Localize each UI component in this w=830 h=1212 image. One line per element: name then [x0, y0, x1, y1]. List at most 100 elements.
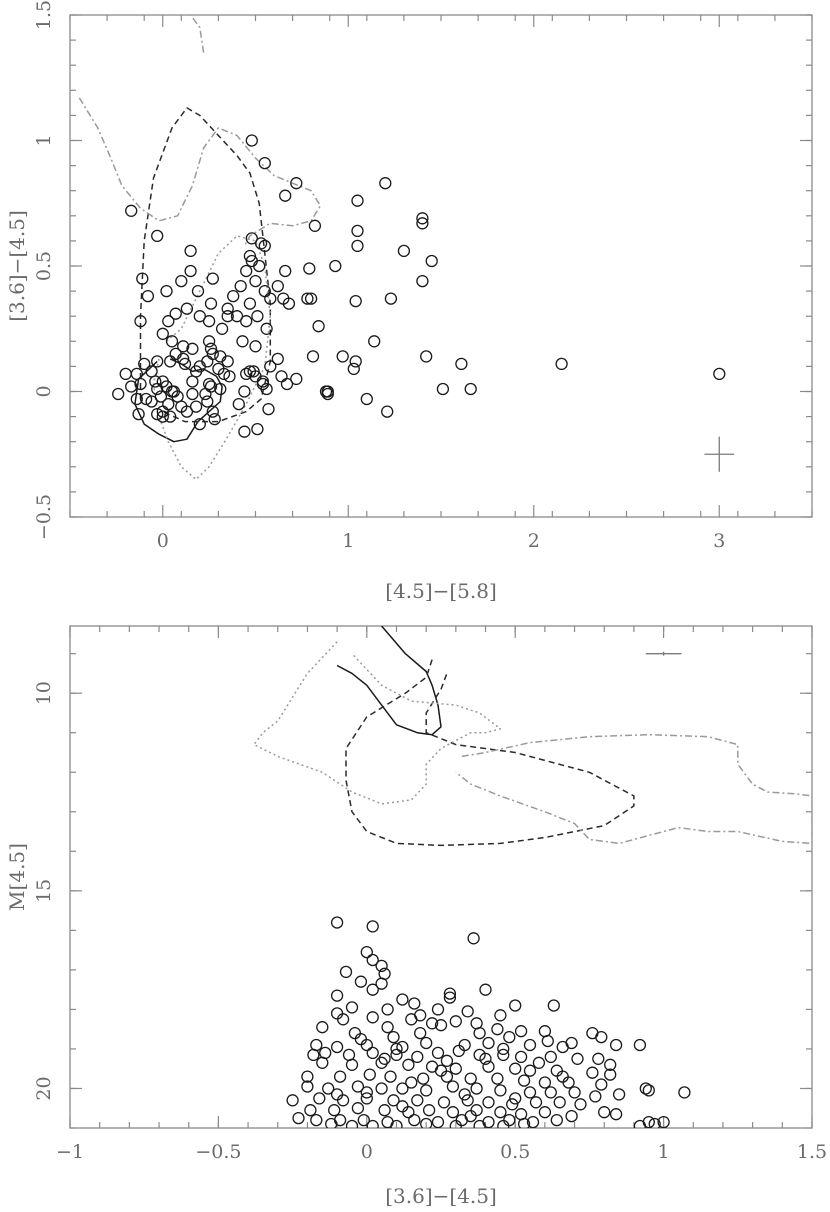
- data-point: [136, 272, 149, 285]
- data-point: [544, 1050, 557, 1064]
- data-point: [279, 264, 292, 278]
- data-point: [322, 1082, 335, 1095]
- data-point: [282, 297, 296, 310]
- data-point: [526, 1115, 540, 1128]
- data-point: [154, 390, 168, 403]
- data-point: [339, 965, 353, 979]
- data-point: [517, 1074, 531, 1087]
- data-point: [351, 1102, 365, 1115]
- data-point: [470, 1082, 483, 1095]
- data-point: [425, 1017, 439, 1030]
- data-point: [151, 229, 164, 243]
- data-point: [328, 1104, 341, 1117]
- data-point: [280, 377, 294, 391]
- data-point: [396, 1100, 409, 1113]
- data-point: [230, 310, 244, 323]
- data-point: [351, 194, 364, 207]
- contour-dash-dot: [78, 97, 322, 247]
- data-point: [204, 297, 218, 310]
- data-point: [178, 357, 192, 371]
- x-tick-label: 0.5: [500, 1141, 530, 1163]
- data-point: [354, 975, 368, 988]
- data-point: [325, 1117, 338, 1128]
- data-point: [366, 983, 379, 996]
- data-point: [396, 1082, 409, 1095]
- data-point: [307, 1048, 320, 1062]
- contour-dashed: [139, 107, 272, 423]
- data-point: [112, 387, 125, 401]
- data-point: [180, 302, 194, 315]
- data-point: [360, 1092, 373, 1105]
- data-point: [330, 1088, 344, 1101]
- data-point: [595, 1078, 608, 1091]
- data-point: [387, 1094, 400, 1107]
- data-point: [523, 1086, 537, 1099]
- data-point: [408, 1113, 421, 1127]
- data-point: [440, 1054, 454, 1067]
- data-point: [555, 357, 568, 371]
- data-point: [523, 1064, 537, 1077]
- data-point: [363, 1068, 376, 1081]
- data-point: [648, 1117, 661, 1128]
- data-point: [514, 1050, 528, 1064]
- data-point: [574, 1098, 587, 1111]
- data-point: [411, 1050, 424, 1064]
- data-point: [125, 204, 138, 217]
- y-tick-label: 1.5: [33, 0, 55, 30]
- data-point: [165, 335, 179, 348]
- data-point: [411, 1094, 424, 1107]
- data-point: [169, 307, 182, 320]
- data-point: [595, 1030, 608, 1044]
- data-point: [191, 284, 205, 298]
- data-point: [509, 1092, 522, 1105]
- data-point: [458, 1038, 471, 1052]
- data-point: [396, 993, 409, 1006]
- data-point: [368, 335, 381, 348]
- data-point: [497, 1048, 510, 1062]
- data-point: [345, 1058, 359, 1071]
- data-point: [633, 1038, 647, 1052]
- data-point: [436, 382, 450, 396]
- data-point: [186, 387, 199, 401]
- data-point: [175, 274, 188, 288]
- data-point: [271, 279, 284, 293]
- data-point: [249, 274, 262, 288]
- data-point: [589, 1090, 602, 1103]
- data-point: [290, 177, 303, 190]
- data-point: [417, 1072, 430, 1085]
- data-point: [193, 310, 206, 323]
- data-point: [336, 1013, 350, 1026]
- data-point: [387, 1030, 400, 1044]
- data-point: [186, 342, 199, 355]
- data-point: [243, 249, 257, 263]
- data-point: [366, 1046, 379, 1060]
- data-point: [202, 315, 216, 328]
- data-point: [467, 932, 480, 945]
- data-point: [431, 1115, 445, 1128]
- data-point: [245, 232, 258, 245]
- data-point: [236, 335, 249, 348]
- data-point: [221, 355, 234, 368]
- data-point: [547, 999, 560, 1012]
- data-point: [553, 1096, 566, 1109]
- data-point: [408, 997, 421, 1010]
- data-point: [464, 1072, 477, 1085]
- data-point: [336, 1094, 350, 1107]
- data-point: [509, 999, 522, 1012]
- data-point: [506, 1098, 519, 1111]
- data-point: [529, 1096, 543, 1109]
- data-point: [357, 1113, 370, 1127]
- data-point: [514, 1025, 528, 1038]
- data-point: [240, 315, 253, 328]
- data-point: [532, 1056, 546, 1069]
- data-point: [405, 1076, 418, 1089]
- data-point: [609, 1038, 623, 1052]
- data-point: [402, 1058, 415, 1071]
- data-point: [375, 1082, 388, 1095]
- data-point: [473, 1026, 486, 1040]
- data-point: [313, 1092, 326, 1105]
- contour-solid: [134, 358, 223, 443]
- data-point: [381, 1003, 394, 1016]
- data-point: [145, 395, 158, 408]
- y-axis-title: [3.6]−[4.5]: [5, 210, 29, 322]
